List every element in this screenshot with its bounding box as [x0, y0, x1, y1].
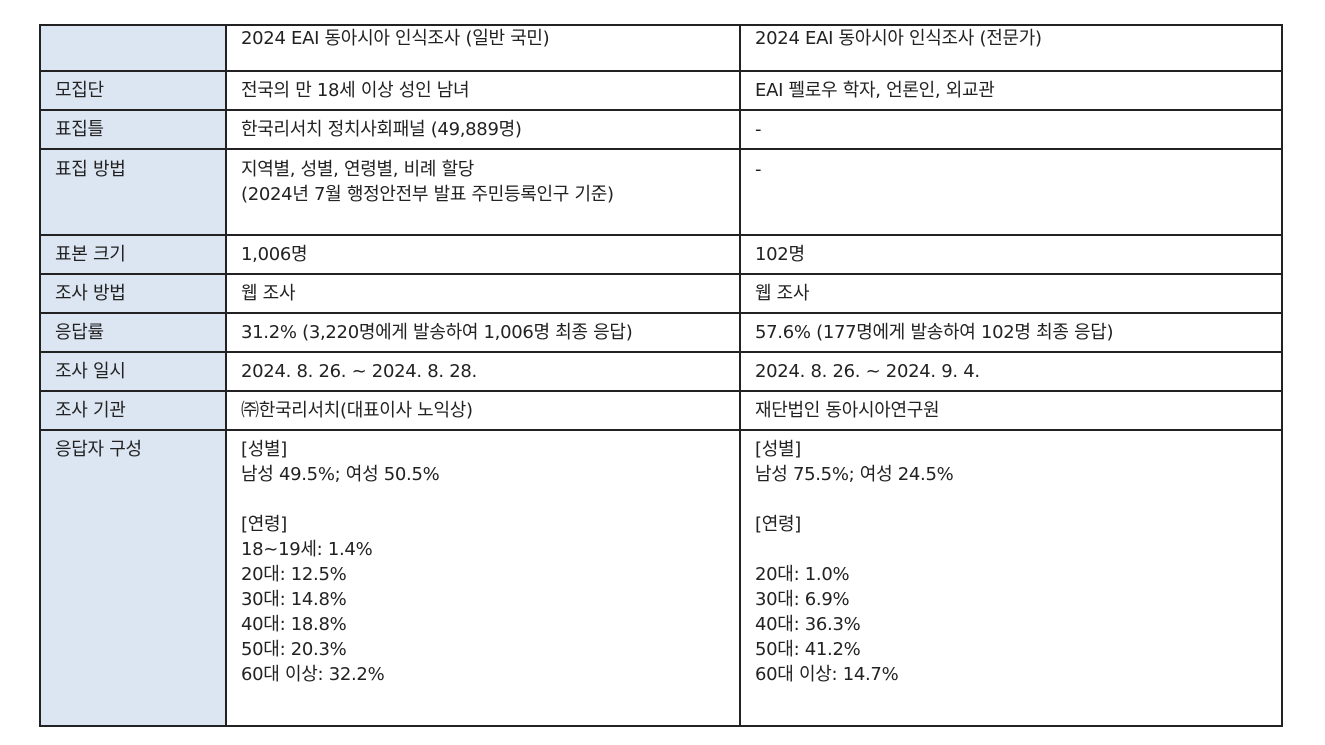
cell-general: 2024. 8. 26. ~ 2024. 8. 28.: [225, 351, 741, 392]
cell-line: 남성 75.5%; 여성 24.5%: [755, 464, 954, 485]
cell-line: 재단법인 동아시아연구원: [755, 400, 940, 421]
cell-general: [성별] 남성 49.5%; 여성 50.5% [연령] 18~19세: 1.4% 20…: [225, 429, 741, 727]
row-label-sample-size: 표본 크기: [39, 234, 227, 275]
row-label-response-rate: 응답률: [39, 312, 227, 353]
cell-line: 30대: 6.9%: [755, 589, 850, 610]
cell-general: 1,006명: [225, 234, 741, 275]
blank-line: [241, 487, 725, 512]
cell-line: (2024년 7월 행정안전부 발표 주민등록인구 기준): [241, 184, 614, 205]
cell-line: 2024. 8. 26. ~ 2024. 9. 4.: [755, 361, 980, 382]
cell-expert: 웹 조사: [739, 273, 1283, 314]
cell-line: 60대 이상: 14.7%: [755, 664, 899, 685]
cell-line: 102명: [755, 244, 805, 265]
cell-general: 전국의 만 18세 이상 성인 남녀: [225, 70, 741, 111]
cell-line: [연령]: [241, 514, 287, 535]
blank-line: [755, 487, 1267, 512]
cell-line: 18~19세: 1.4%: [241, 539, 373, 560]
cell-expert: 57.6% (177명에게 발송하여 102명 최종 응답): [739, 312, 1283, 353]
cell-expert: EAI 펠로우 학자, 언론인, 외교관: [739, 70, 1283, 111]
cell-general: 한국리서치 정치사회패널 (49,889명): [225, 109, 741, 150]
row-label-sampling-method: 표집 방법: [39, 148, 227, 236]
cell-general: ㈜한국리서치(대표이사 노익상): [225, 390, 741, 431]
row-label-respondent-composition: 응답자 구성: [39, 429, 227, 727]
cell-line: EAI 펠로우 학자, 언론인, 외교관: [755, 80, 995, 101]
row-label-sampling-frame: 표집틀: [39, 109, 227, 150]
row-label-survey-agency: 조사 기관: [39, 390, 227, 431]
cell-line: 20대: 12.5%: [241, 564, 347, 585]
header-general-public: 2024 EAI 동아시아 인식조사 (일반 국민): [225, 24, 741, 72]
cell-general: 웹 조사: [225, 273, 741, 314]
row-label-survey-method: 조사 방법: [39, 273, 227, 314]
row-label-population: 모집단: [39, 70, 227, 111]
table-row: 응답자 구성 [성별] 남성 49.5%; 여성 50.5% [연령] 18~19세:…: [39, 429, 1283, 727]
row-label-survey-dates: 조사 일시: [39, 351, 227, 392]
header-row: 2024 EAI 동아시아 인식조사 (일반 국민) 2024 EAI 동아시아…: [39, 24, 1283, 72]
cell-line: 50대: 20.3%: [241, 639, 347, 660]
table-row: 표집 방법 지역별, 성별, 연령별, 비례 할당 (2024년 7월 행정안전부…: [39, 148, 1283, 236]
cell-expert: 102명: [739, 234, 1283, 275]
cell-line: [연령]: [755, 514, 801, 535]
cell-line: 40대: 36.3%: [755, 614, 861, 635]
table-row: 표집틀 한국리서치 정치사회패널 (49,889명) -: [39, 109, 1283, 150]
cell-line: 한국리서치 정치사회패널 (49,889명): [241, 119, 522, 140]
cell-line: 20대: 1.0%: [755, 564, 850, 585]
cell-line: 31.2% (3,220명에게 발송하여 1,006명 최종 응답): [241, 322, 633, 343]
cell-line: [성별]: [241, 439, 287, 460]
cell-line: 57.6% (177명에게 발송하여 102명 최종 응답): [755, 322, 1114, 343]
cell-line: 30대: 14.8%: [241, 589, 347, 610]
cell-line: 웹 조사: [755, 283, 810, 304]
cell-expert: 2024. 8. 26. ~ 2024. 9. 4.: [739, 351, 1283, 392]
cell-line: 남성 49.5%; 여성 50.5%: [241, 464, 440, 485]
header-corner-cell: [39, 24, 227, 72]
cell-line: 지역별, 성별, 연령별, 비례 할당: [241, 159, 475, 180]
cell-line: ㈜한국리서치(대표이사 노익상): [241, 400, 473, 421]
cell-expert: -: [739, 148, 1283, 236]
table-row: 조사 일시 2024. 8. 26. ~ 2024. 8. 28. 2024. …: [39, 351, 1283, 392]
table-row: 응답률 31.2% (3,220명에게 발송하여 1,006명 최종 응답) 5…: [39, 312, 1283, 353]
survey-overview-table: 2024 EAI 동아시아 인식조사 (일반 국민) 2024 EAI 동아시아…: [39, 24, 1283, 727]
cell-line: 1,006명: [241, 244, 308, 265]
cell-general: 31.2% (3,220명에게 발송하여 1,006명 최종 응답): [225, 312, 741, 353]
cell-line: 40대: 18.8%: [241, 614, 347, 635]
table-row: 조사 방법 웹 조사 웹 조사: [39, 273, 1283, 314]
cell-line: 50대: 41.2%: [755, 639, 861, 660]
cell-line: 전국의 만 18세 이상 성인 남녀: [241, 80, 470, 101]
cell-line: -: [755, 159, 762, 180]
cell-line: 2024. 8. 26. ~ 2024. 8. 28.: [241, 361, 477, 382]
cell-general: 지역별, 성별, 연령별, 비례 할당 (2024년 7월 행정안전부 발표 주민…: [225, 148, 741, 236]
header-experts: 2024 EAI 동아시아 인식조사 (전문가): [739, 24, 1283, 72]
cell-line: [성별]: [755, 439, 801, 460]
table-row: 모집단 전국의 만 18세 이상 성인 남녀 EAI 펠로우 학자, 언론인, …: [39, 70, 1283, 111]
cell-expert: -: [739, 109, 1283, 150]
cell-expert: [성별] 남성 75.5%; 여성 24.5% [연령] 20대: 1.0% 30대: …: [739, 429, 1283, 727]
cell-expert: 재단법인 동아시아연구원: [739, 390, 1283, 431]
table-row: 표본 크기 1,006명 102명: [39, 234, 1283, 275]
blank-line: [755, 537, 1267, 562]
cell-line: -: [755, 119, 762, 140]
cell-line: 60대 이상: 32.2%: [241, 664, 385, 685]
cell-line: 웹 조사: [241, 283, 296, 304]
table-row: 조사 기관 ㈜한국리서치(대표이사 노익상) 재단법인 동아시아연구원: [39, 390, 1283, 431]
